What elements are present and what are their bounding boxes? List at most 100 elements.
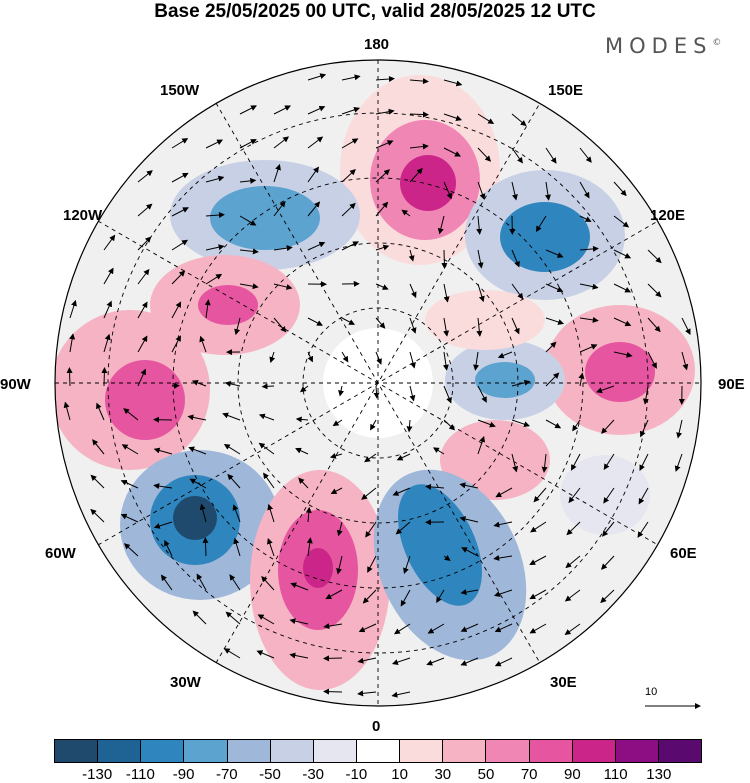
wind-arrow [545,341,557,353]
wind-arrow [401,209,411,217]
wind-arrow [137,236,152,251]
colorbar [54,739,702,763]
wind-arrow [358,623,377,633]
wind-arrow [459,482,479,489]
wind-arrow [493,589,513,597]
colorbar-tick-label: -70 [215,766,238,783]
wind-arrow [258,413,275,421]
wind-arrow [511,147,523,164]
wind-arrow [307,136,324,149]
wind-arrow [224,380,241,387]
wind-arrow [325,589,343,600]
wind-arrow [545,372,560,387]
wind-arrow [603,487,615,504]
wind-arrow [443,317,450,337]
colorbar-bin [658,740,702,762]
colorbar-bin [529,740,573,762]
colorbar-tick-label: -130 [82,766,113,783]
wind-arrow [341,351,349,363]
wind-arrow [361,487,377,500]
wind-arrow [564,623,581,636]
wind-arrow [232,504,241,523]
wind-arrow [295,416,309,423]
wind-arrow [239,248,259,255]
colorbar-tick-label: -50 [259,766,281,783]
wind-arrow [120,513,139,523]
wind-arrow [511,453,519,473]
wind-arrow [647,283,662,298]
wind-arrow [357,690,377,697]
wind-arrow [239,215,257,226]
wind-arrow [442,351,449,371]
wind-arrow [494,657,513,667]
wind-arrow [403,555,411,575]
wind-arrow [637,521,649,538]
wind-arrow [370,419,377,431]
wind-arrow [578,372,585,387]
colorbar-tick-label: 50 [477,766,495,783]
wind-arrow [497,351,513,359]
wind-arrow [263,472,275,489]
wind-arrow [443,147,461,157]
wind-arrow [375,351,382,365]
colorbar-tick-label: -30 [302,766,325,783]
wind-arrow [545,283,564,293]
wind-arrow [199,335,207,353]
wind-arrow [223,648,241,659]
wind-arrow [123,408,139,421]
wind-arrow [338,385,344,397]
wind-vectors [63,73,691,698]
wind-arrow [205,273,223,285]
wind-arrow [323,688,343,695]
wind-arrow [460,657,479,666]
wind-arrow [535,215,547,233]
colorbar-bin [98,740,142,762]
wind-arrow [171,207,189,217]
wind-arrow [137,203,153,217]
label-60e: 60E [670,545,697,562]
wind-arrow [290,582,309,591]
wind-arrow [137,368,147,387]
wind-arrow [239,139,257,149]
wind-arrow [332,419,343,427]
wind-arrow [307,241,326,251]
label-90e: 90E [718,376,745,393]
label-90w: 90W [0,376,31,393]
wind-arrow [375,317,386,329]
wind-arrow [409,78,429,85]
colorbar-bin [615,740,659,762]
wind-arrow [638,487,649,505]
wind-arrow [171,270,186,285]
wind-arrow [477,249,484,269]
wind-arrow [63,401,71,421]
wind-arrow [341,202,356,217]
wind-arrow [613,283,632,293]
wind-arrow [572,419,581,432]
wind-arrow [600,589,615,604]
wind-arrow [257,614,275,625]
colorbar-bin [400,740,444,762]
wind-arrow [477,385,487,403]
wind-arrow [239,105,257,115]
wind-arrow [601,419,615,434]
colorbar-tick-label: 30 [434,766,452,783]
wind-arrow [564,589,581,602]
wind-arrow [96,402,105,421]
wind-arrow [494,623,513,633]
label-0: 0 [372,718,381,735]
wind-arrow [613,317,632,327]
wind-arrow [511,283,524,300]
wind-arrow [681,351,689,371]
wind-arrow [120,479,139,489]
wind-arrow [459,516,479,523]
wind-arrow [341,241,359,251]
wind-arrow [613,215,630,228]
colorbar-bin [227,740,271,762]
wind-arrow [409,283,417,299]
wind-arrow [375,283,389,290]
wind-arrow [229,574,241,591]
wind-arrow [477,147,492,162]
wind-arrow [375,140,394,149]
wind-arrow [375,75,395,82]
